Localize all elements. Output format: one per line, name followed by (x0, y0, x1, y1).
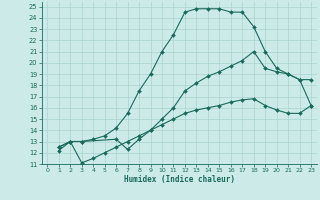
X-axis label: Humidex (Indice chaleur): Humidex (Indice chaleur) (124, 175, 235, 184)
